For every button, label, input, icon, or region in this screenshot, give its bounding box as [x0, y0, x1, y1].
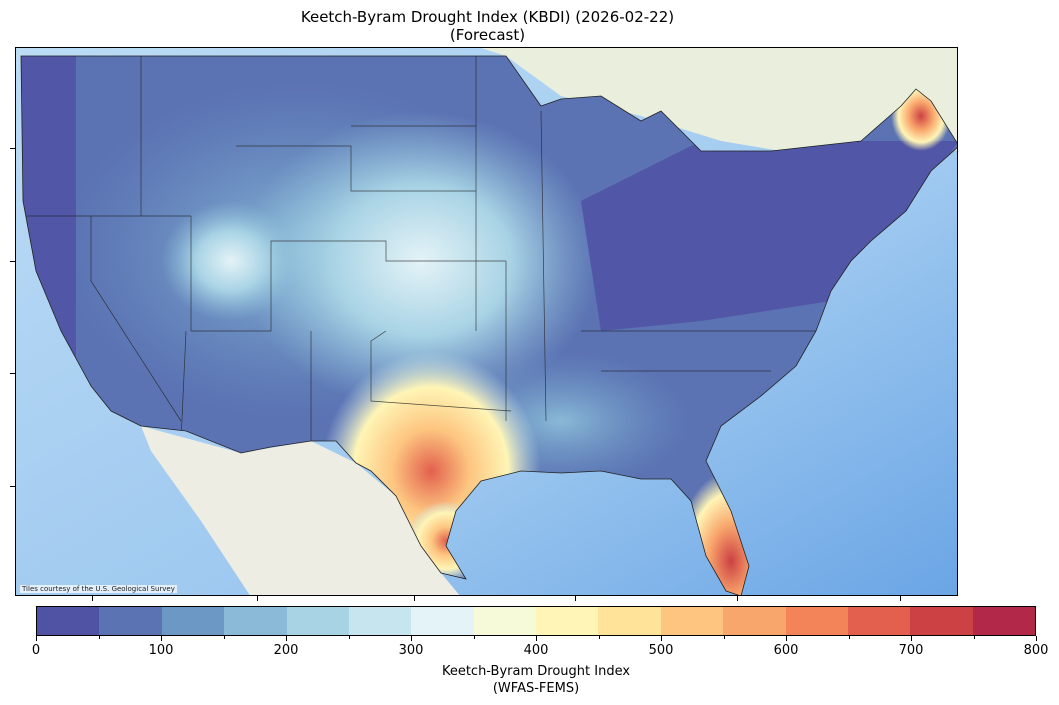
x-tick	[737, 596, 738, 601]
colorbar-tick	[411, 636, 412, 641]
colorbar-segment	[37, 607, 100, 635]
colorbar-segment	[660, 607, 724, 635]
canada-land	[481, 48, 957, 151]
colorbar-tick	[161, 636, 162, 641]
colorbar-tick	[473, 636, 475, 639]
colorbar-segment	[723, 607, 786, 635]
colorbar-sublabel: (WFAS-FEMS)	[492, 681, 580, 696]
colorbar-tick	[848, 636, 850, 639]
mexico-land	[141, 426, 460, 595]
colorbar-tick-label: 200	[273, 643, 299, 658]
colorbar-segment	[411, 607, 474, 635]
colorbar-tick-label: 300	[398, 643, 424, 658]
x-tick	[414, 596, 415, 601]
colorbar-tick	[536, 636, 537, 641]
colorbar-segment	[224, 607, 287, 635]
colorbar-tick	[98, 636, 100, 639]
colorbar-segment	[473, 607, 536, 635]
colorbar-tick-label: 0	[31, 643, 41, 658]
y-tick	[10, 148, 15, 149]
x-tick	[92, 596, 93, 601]
colorbar-segment	[161, 607, 225, 635]
y-tick	[10, 486, 15, 487]
colorbar-label: Keetch-Byram Drought Index	[441, 664, 631, 679]
state-borders	[23, 56, 821, 442]
chart-title: Keetch-Byram Drought Index (KBDI) (2026-…	[300, 8, 675, 26]
y-tick	[10, 373, 15, 374]
colorbar-tick-label: 600	[773, 643, 799, 658]
colorbar-tick	[911, 636, 912, 641]
colorbar-segment	[286, 607, 349, 635]
colorbar-tick	[286, 636, 287, 641]
colorbar-tick	[348, 636, 350, 639]
map-canvas	[16, 48, 957, 595]
x-tick	[575, 596, 576, 601]
x-tick	[900, 596, 901, 601]
colorbar-segment	[536, 607, 599, 635]
y-tick	[10, 261, 15, 262]
colorbar-tick-label: 400	[523, 643, 549, 658]
colorbar-segment	[99, 607, 162, 635]
colorbar-segment	[910, 607, 973, 635]
colorbar-segment	[348, 607, 412, 635]
colorbar-tick	[786, 636, 787, 641]
colorbar-segment	[598, 607, 661, 635]
colorbar	[36, 606, 1036, 636]
colorbar-tick	[223, 636, 225, 639]
colorbar-tick-label: 100	[148, 643, 174, 658]
colorbar-tick-label: 800	[1023, 643, 1049, 658]
kbdi-map[interactable]: Tiles courtesy of the U.S. Geological Su…	[15, 47, 958, 596]
colorbar-tick-label: 700	[898, 643, 924, 658]
colorbar-tick	[661, 636, 662, 641]
colorbar-tick	[1036, 636, 1037, 641]
colorbar-tick	[723, 636, 725, 639]
colorbar-tick-label: 500	[648, 643, 674, 658]
map-attribution: Tiles courtesy of the U.S. Geological Su…	[20, 585, 177, 593]
chart-subtitle: (Forecast)	[449, 26, 526, 44]
colorbar-segment	[972, 607, 1035, 635]
colorbar-segment	[785, 607, 848, 635]
colorbar-tick	[36, 636, 37, 641]
colorbar-tick	[973, 636, 975, 639]
colorbar-tick	[598, 636, 600, 639]
colorbar-segment	[847, 607, 911, 635]
x-tick	[257, 596, 258, 601]
